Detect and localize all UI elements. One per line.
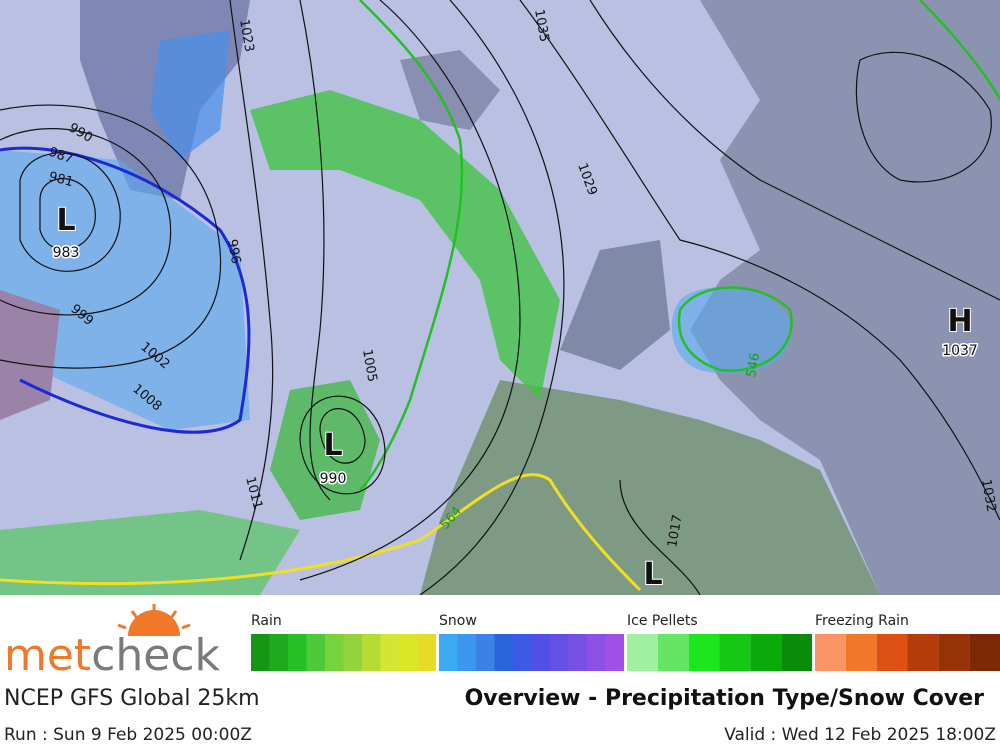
isobar bbox=[19, 152, 121, 272]
legend-swatch bbox=[343, 634, 362, 671]
isobar bbox=[39, 178, 96, 251]
isobar bbox=[855, 51, 992, 183]
valid-time: Valid : Wed 12 Feb 2025 18:00Z bbox=[724, 725, 996, 745]
legend-swatch bbox=[494, 634, 513, 671]
legend-swatch bbox=[380, 634, 399, 671]
contour-label: 1032 bbox=[978, 478, 999, 513]
legend-swatch bbox=[587, 634, 606, 671]
logo-met: met bbox=[4, 630, 91, 681]
snow-area bbox=[671, 286, 792, 374]
legend: Rain Snow Ice Pellets Freezing Rain bbox=[251, 613, 1000, 671]
legend-label: Snow bbox=[439, 613, 477, 629]
legend-swatch bbox=[325, 634, 344, 671]
thickness-line bbox=[919, 0, 1000, 101]
legend-swatch bbox=[938, 634, 970, 671]
legend-swatch bbox=[781, 634, 812, 671]
contour-label: 996 bbox=[224, 238, 243, 265]
map bbox=[0, 0, 1000, 596]
contour-label: 981 bbox=[47, 169, 75, 190]
legend-swatch bbox=[815, 634, 846, 671]
legend-swatch bbox=[605, 634, 624, 671]
legend-swatch bbox=[417, 634, 436, 671]
legend-swatch bbox=[251, 634, 270, 671]
rain-band bbox=[250, 90, 560, 400]
thickness-line bbox=[359, 0, 464, 491]
isobar bbox=[299, 0, 521, 581]
logo-check: check bbox=[91, 630, 220, 681]
logo-sun bbox=[128, 610, 180, 636]
model-name: NCEP GFS Global 25km bbox=[4, 686, 260, 711]
legend-swatch bbox=[457, 634, 476, 671]
legend-swatch bbox=[439, 634, 458, 671]
low-symbol: L bbox=[56, 203, 75, 238]
legend-swatch bbox=[568, 634, 587, 671]
legend-swatch bbox=[750, 634, 782, 671]
pressure-centers: L 983 L 990 H 1037 L bbox=[51, 202, 979, 593]
thickness-line bbox=[0, 473, 642, 592]
isobar bbox=[589, 0, 1000, 301]
isobar bbox=[0, 127, 172, 316]
isobar bbox=[519, 0, 1000, 521]
legend-label: Rain bbox=[251, 613, 282, 629]
legend-swatch bbox=[688, 634, 720, 671]
run-time: Run : Sun 9 Feb 2025 00:00Z bbox=[4, 725, 252, 745]
snow-area bbox=[0, 150, 250, 430]
land-green bbox=[420, 380, 880, 595]
product-title: Overview - Precipitation Type/Snow Cover bbox=[465, 686, 985, 711]
contour-label: 1005 bbox=[359, 348, 380, 383]
contour-label: 546 bbox=[744, 352, 763, 379]
thickness-line bbox=[0, 146, 251, 434]
legend-swatch bbox=[657, 634, 689, 671]
snow-area bbox=[150, 30, 230, 160]
legend-swatch bbox=[531, 634, 550, 671]
contour-label: 1035 bbox=[531, 8, 552, 43]
logo: metcheck bbox=[4, 604, 221, 681]
low-value: 983 bbox=[53, 245, 80, 261]
legend-swatch bbox=[719, 634, 751, 671]
contour-label: 1023 bbox=[236, 18, 257, 53]
isobar bbox=[619, 479, 701, 596]
legend-swatch bbox=[550, 634, 569, 671]
legend-label: Freezing Rain bbox=[815, 613, 909, 629]
land bbox=[0, 290, 60, 420]
logo-rays bbox=[117, 604, 191, 630]
low-symbol: L bbox=[643, 557, 662, 592]
logo-text: metcheck bbox=[4, 630, 221, 681]
low-symbol: L bbox=[323, 428, 342, 463]
isobar bbox=[0, 104, 222, 369]
thickness-line bbox=[677, 286, 793, 372]
isobar bbox=[299, 0, 331, 501]
legend-swatch bbox=[306, 634, 325, 671]
high-value: 1037 bbox=[942, 343, 978, 359]
legend-swatch bbox=[513, 634, 532, 671]
legend-swatch bbox=[269, 634, 288, 671]
legend-swatch bbox=[476, 634, 495, 671]
europe bbox=[690, 0, 1000, 595]
legend-swatch bbox=[876, 634, 908, 671]
legend-swatch bbox=[845, 634, 877, 671]
rain-area bbox=[270, 380, 380, 520]
iceland bbox=[400, 50, 500, 130]
rain-area bbox=[0, 510, 300, 595]
isobar bbox=[229, 0, 274, 561]
legend-swatch bbox=[362, 634, 381, 671]
legend-swatch bbox=[907, 634, 939, 671]
isobar bbox=[419, 0, 565, 596]
legend-swatch bbox=[288, 634, 307, 671]
low-value: 990 bbox=[320, 471, 347, 487]
legend-swatch bbox=[969, 634, 1000, 671]
british-isles bbox=[560, 240, 670, 370]
high-symbol: H bbox=[947, 304, 972, 339]
contour-label: 1017 bbox=[665, 513, 686, 548]
isobar bbox=[319, 408, 366, 464]
legend-label: Ice Pellets bbox=[627, 613, 698, 629]
isobar bbox=[299, 395, 386, 495]
legend-swatch bbox=[627, 634, 658, 671]
legend-swatch bbox=[399, 634, 418, 671]
